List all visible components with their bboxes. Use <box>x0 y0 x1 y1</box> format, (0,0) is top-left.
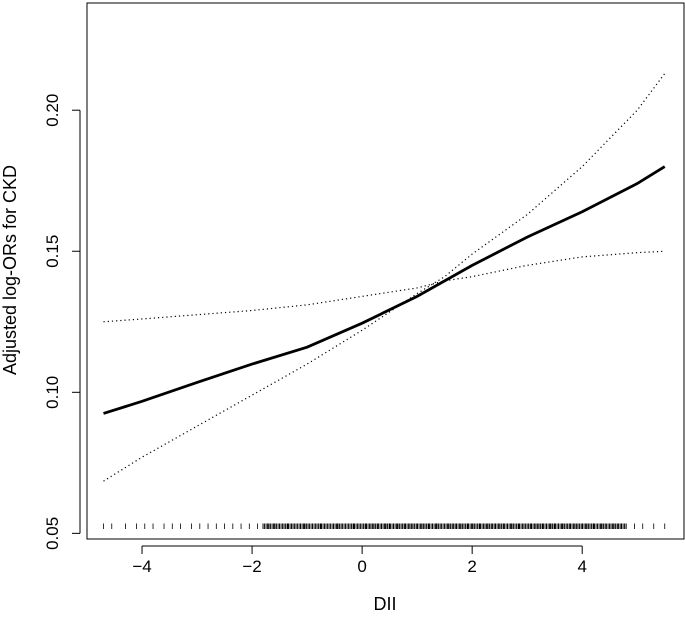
confidence-band-line-1 <box>103 73 666 482</box>
x-tick-label: 4 <box>577 557 586 576</box>
x-axis-label: DII <box>373 594 396 614</box>
y-tick-label: 0.20 <box>43 94 62 127</box>
estimate-line <box>103 165 666 415</box>
x-tick-label: 0 <box>357 557 366 576</box>
x-tick-label: −4 <box>132 557 151 576</box>
y-axis-label: Adjusted log-ORs for CKD <box>0 165 20 375</box>
y-tick-label: 0.10 <box>43 376 62 409</box>
plot-frame <box>86 2 685 540</box>
y-axis: 0.05 0.10 0.15 0.20 <box>43 94 81 550</box>
rug <box>103 523 666 529</box>
x-tick-label: −2 <box>242 557 261 576</box>
series-lines <box>103 73 666 482</box>
confidence-band-line-2 <box>103 250 665 323</box>
y-tick-label: 0.15 <box>43 235 62 268</box>
y-tick-label: 0.05 <box>43 517 62 550</box>
x-axis: −4 −2 0 2 4 <box>132 545 587 576</box>
x-tick-label: 2 <box>467 557 476 576</box>
